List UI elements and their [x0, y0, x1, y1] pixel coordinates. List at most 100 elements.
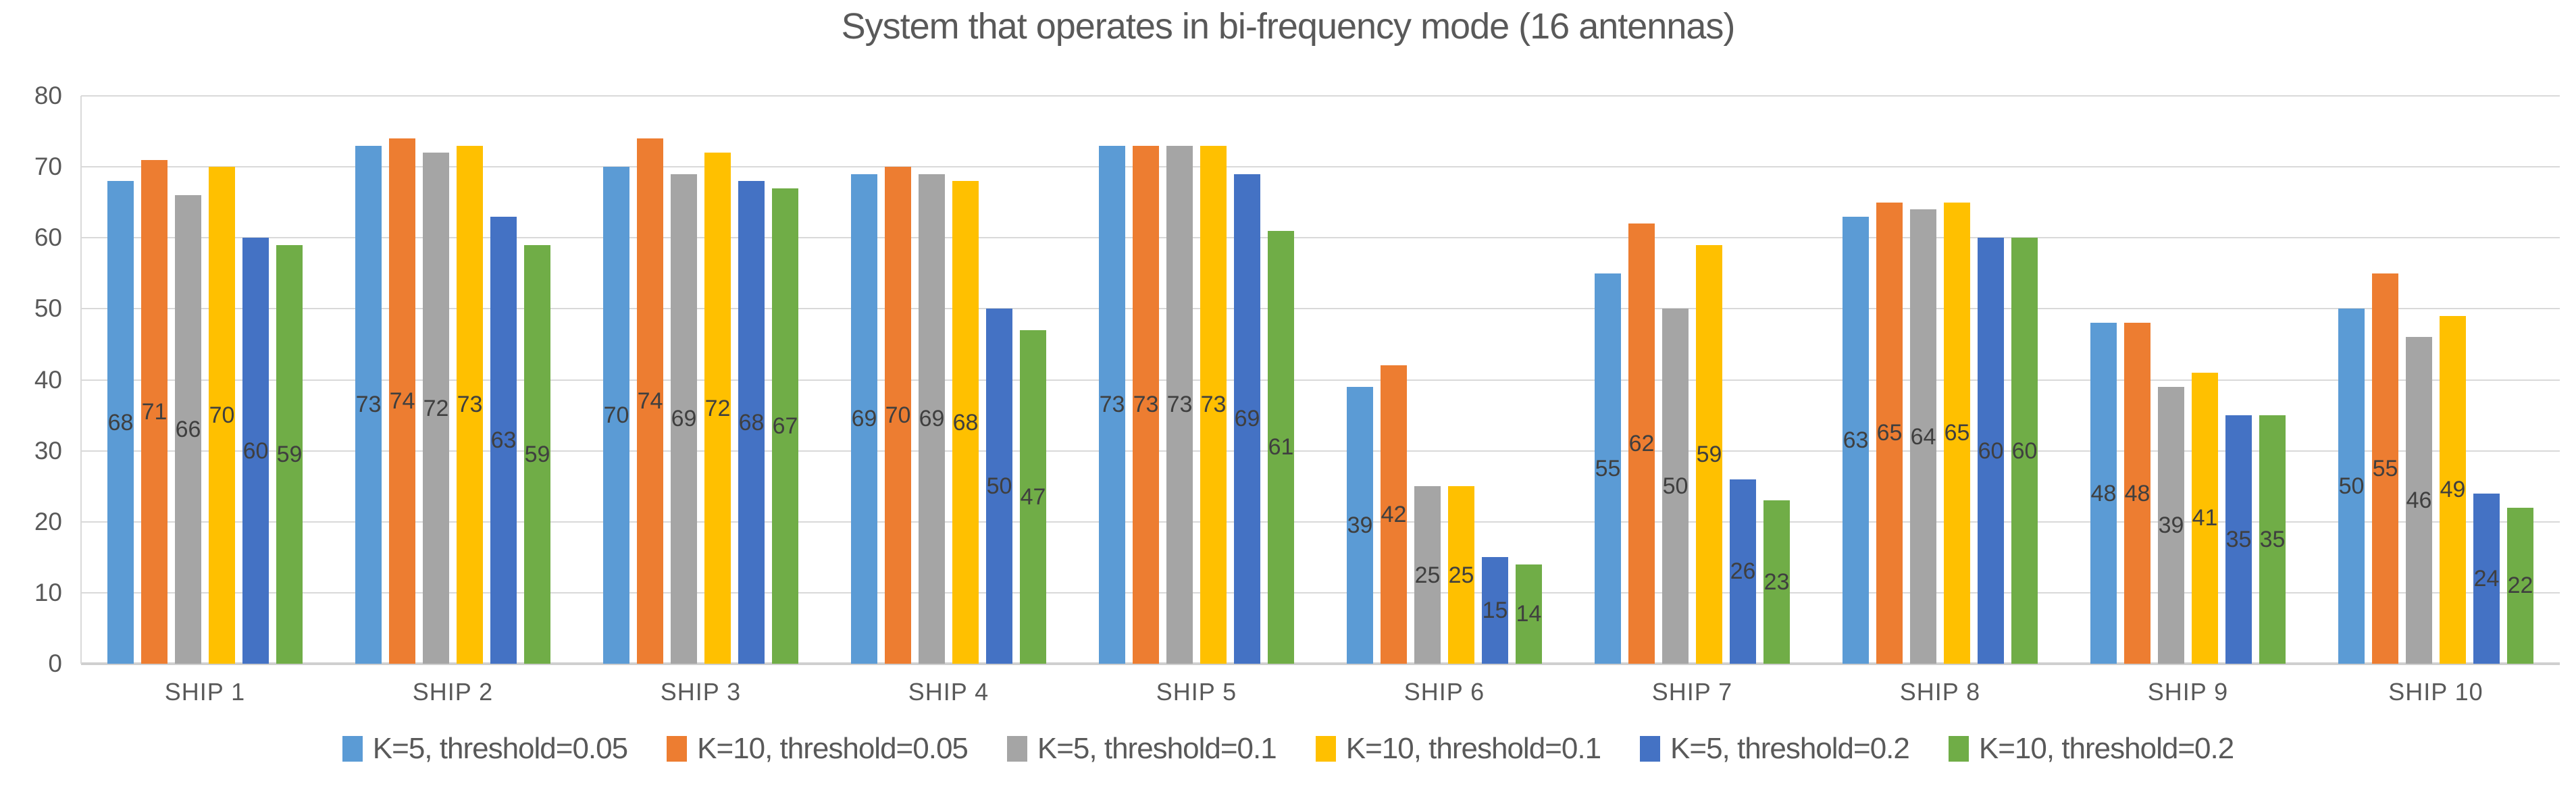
gridline — [81, 308, 2560, 310]
x-category-label: SHIP 4 — [908, 678, 989, 706]
gridline — [81, 166, 2560, 168]
bar-value-label: 73 — [1133, 392, 1159, 418]
bar — [919, 174, 945, 664]
gridline — [81, 521, 2560, 523]
bar-value-label: 73 — [355, 392, 382, 418]
bar-value-label: 64 — [1910, 423, 1936, 450]
legend-item: K=10, threshold=0.2 — [1948, 732, 2234, 766]
bar-value-label: 22 — [2507, 573, 2533, 599]
x-category-label: SHIP 8 — [1899, 678, 1981, 706]
legend-label: K=10, threshold=0.05 — [697, 732, 969, 765]
bar-value-label: 65 — [1944, 420, 1970, 446]
legend-swatch — [342, 736, 363, 762]
bar — [1200, 145, 1227, 664]
bar-value-label: 46 — [2406, 488, 2432, 514]
bar — [1482, 557, 1508, 664]
x-category-label: SHIP 3 — [660, 678, 742, 706]
bar-value-label: 35 — [2259, 527, 2286, 553]
bar — [704, 153, 731, 664]
bar — [1099, 145, 1125, 664]
bar — [175, 195, 201, 664]
bar — [209, 167, 235, 664]
bar-value-label: 24 — [2473, 565, 2500, 591]
bar-value-label: 47 — [1020, 483, 1046, 510]
bar — [423, 153, 449, 664]
gridline — [81, 591, 2560, 594]
bar-value-label: 39 — [1347, 512, 1373, 538]
bar-value-label: 15 — [1482, 598, 1508, 624]
x-category-label: SHIP 2 — [412, 678, 494, 706]
y-tick-label: 80 — [34, 82, 62, 109]
bar-value-label: 69 — [1234, 406, 1260, 432]
bar — [389, 138, 415, 664]
gridline — [81, 450, 2560, 452]
legend-swatch — [1948, 736, 1969, 762]
legend: K=5, threshold=0.05 K=10, threshold=0.05 K… — [0, 732, 2576, 766]
bar-value-label: 67 — [772, 413, 798, 439]
legend-item: K=5, threshold=0.1 — [1006, 732, 1277, 766]
bar — [1730, 479, 1756, 664]
bar-value-label: 68 — [738, 409, 765, 436]
y-axis-line — [80, 96, 82, 664]
bar — [1448, 486, 1474, 664]
bar-value-label: 42 — [1381, 502, 1407, 528]
bar — [2158, 387, 2184, 664]
legend-label: K=5, threshold=0.2 — [1670, 732, 1910, 765]
bar-value-label: 73 — [1200, 392, 1227, 418]
bar-value-label: 50 — [986, 473, 1012, 500]
bar-value-label: 70 — [885, 402, 911, 429]
bar-value-label: 73 — [1099, 392, 1125, 418]
bar-value-label: 39 — [2158, 512, 2184, 538]
bar — [885, 167, 911, 664]
bar-value-label: 35 — [2225, 527, 2252, 553]
bar — [1234, 174, 1260, 664]
bar — [141, 159, 168, 664]
bar — [772, 188, 798, 664]
bar — [1843, 216, 1869, 664]
legend-swatch — [1006, 736, 1027, 762]
gridline — [81, 237, 2560, 239]
x-category-label: SHIP 6 — [1403, 678, 1485, 706]
legend-label: K=5, threshold=0.05 — [372, 732, 628, 765]
bar — [952, 181, 979, 664]
legend-swatch — [667, 736, 688, 762]
bar — [355, 145, 382, 664]
legend-item: K=10, threshold=0.05 — [667, 732, 969, 766]
bar-value-label: 25 — [1448, 562, 1474, 588]
bar-value-label: 26 — [1730, 558, 1756, 585]
bar-value-label: 70 — [603, 402, 629, 429]
bar-value-label: 48 — [2090, 480, 2117, 506]
gridline — [81, 379, 2560, 381]
bar — [1662, 309, 1689, 664]
bar — [1516, 564, 1542, 664]
bar-value-label: 49 — [2440, 477, 2466, 503]
bar — [1020, 330, 1046, 664]
x-axis-line — [81, 662, 2560, 665]
y-tick-label: 70 — [34, 153, 62, 181]
bar — [2473, 493, 2500, 664]
bar — [2507, 507, 2533, 664]
bar-value-label: 63 — [1843, 427, 1869, 453]
bar — [242, 238, 269, 664]
y-tick-label: 50 — [34, 294, 62, 323]
bar-value-label: 55 — [2372, 455, 2398, 481]
bar-value-label: 62 — [1628, 431, 1655, 457]
bar — [671, 174, 697, 664]
bar — [1268, 230, 1294, 664]
bar-value-label: 66 — [175, 417, 201, 443]
bar-value-label: 73 — [1166, 392, 1193, 418]
y-tick-label: 20 — [34, 507, 62, 535]
bar-value-label: 73 — [457, 392, 483, 418]
bar — [2011, 238, 2038, 664]
gridline — [81, 95, 2560, 97]
legend-item: K=5, threshold=0.05 — [342, 732, 628, 766]
bar-value-label: 50 — [1662, 473, 1689, 500]
legend-label: K=10, threshold=0.1 — [1345, 732, 1601, 765]
bar-value-label: 69 — [851, 406, 877, 432]
bar-value-label: 60 — [242, 438, 269, 464]
legend-swatch — [1640, 736, 1661, 762]
bar-value-label: 63 — [490, 427, 517, 453]
bar — [2440, 315, 2466, 664]
x-category-label: SHIP 7 — [1651, 678, 1733, 706]
bar — [2225, 415, 2252, 664]
